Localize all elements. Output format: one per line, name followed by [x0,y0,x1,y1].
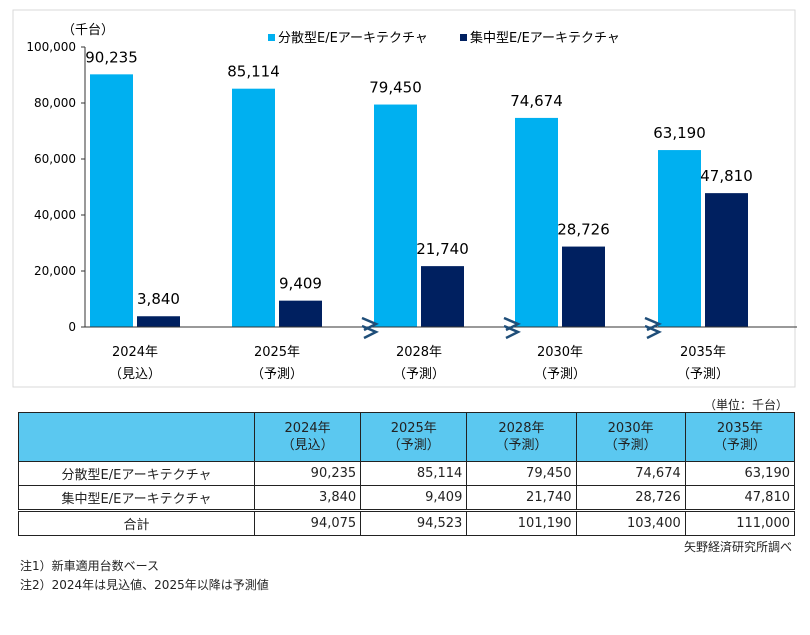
cell: 101,190 [466,509,577,536]
cell: 28,726 [575,485,686,511]
cell: 47,810 [684,485,796,511]
data-label: 63,190 [653,124,706,142]
x-tick-label: 2025年 [254,345,300,360]
header-2030: 2030年 （予測） [575,412,686,462]
legend-swatch [268,34,275,41]
note-2: 注2）2024年は見込値、2025年以降は予測値 [20,578,269,592]
bar-centralized [137,316,180,327]
axis-break-icon [644,316,662,340]
cell: 85,114 [360,461,468,486]
bar-distributed [374,104,417,327]
x-tick-sublabel: （予測） [393,367,445,382]
data-label: 3,840 [137,290,180,308]
bar-distributed [658,150,701,327]
x-tick-sublabel: （見込） [109,367,161,382]
y-tick-label: 0 [68,320,76,334]
table-row: 集中型E/Eアーキテクチャ 3,840 9,409 21,740 28,726 47,8… [18,485,796,511]
x-tick-label: 2024年 [112,345,158,360]
axis-break-icon [503,316,521,340]
legend-swatch [460,34,467,41]
header-empty [18,412,255,462]
data-label: 47,810 [700,167,753,185]
cell: 63,190 [684,461,796,486]
cell: 74,674 [575,461,686,486]
data-label: 28,726 [557,221,610,239]
data-label: 74,674 [510,92,563,110]
bar-distributed [515,117,558,327]
axis-break-icon [361,316,379,340]
legend-label: 集中型E/Eアーキテクチャ [470,30,620,46]
legend: 分散型E/Eアーキテクチャ 集中型E/Eアーキテクチャ [268,30,620,46]
bar-chart: （千台） 分散型E/Eアーキテクチャ 集中型E/Eアーキテクチャ 0 20,000 4… [12,9,797,388]
legend-label: 分散型E/Eアーキテクチャ [278,31,428,46]
row-label: 分散型E/Eアーキテクチャ [18,461,255,486]
header-2024: 2024年 （見込） [253,412,362,462]
cell: 9,409 [360,485,468,511]
cell: 94,075 [253,509,362,536]
bar-centralized [705,193,748,327]
table-header-row: 2024年 （見込） 2025年 （予測） 2028年 （予測） 2030年 （予測） … [18,412,796,462]
data-label: 79,450 [369,79,422,97]
data-label: 90,235 [85,48,138,66]
cell: 3,840 [253,485,362,511]
bar-distributed [90,74,133,327]
x-tick-sublabel: （予測） [534,367,586,382]
bar-centralized [421,266,464,327]
header-2028: 2028年 （予測） [466,412,577,462]
header-2035: 2035年 （予測） [684,412,796,462]
data-table: 2024年 （見込） 2025年 （予測） 2028年 （予測） 2030年 （予測） … [18,412,796,536]
table-row: 分散型E/Eアーキテクチャ 90,235 85,114 79,450 74,674 63… [18,461,796,486]
y-tick-label: 80,000 [34,96,76,110]
x-tick-label: 2030年 [537,345,583,360]
bar-distributed [232,88,275,327]
row-label: 合計 [18,509,255,536]
x-tick-label: 2035年 [680,345,726,360]
note-1: 注1）新車適用台数ベース [20,559,160,573]
y-tick-label: 40,000 [34,208,76,222]
table-unit: （単位：千台） [703,398,788,412]
bar-centralized [562,246,605,327]
cell: 103,400 [575,509,686,536]
table-row-total: 合計 94,075 94,523 101,190 103,400 111,000 [18,509,796,536]
bar-centralized [279,300,322,327]
data-label: 9,409 [279,275,322,293]
y-tick-label: 60,000 [34,152,76,166]
y-tick-label: 100,000 [26,40,76,54]
data-label: 85,114 [227,63,280,81]
y-axis-unit: （千台） [62,23,114,38]
cell: 111,000 [684,509,796,536]
cell: 21,740 [466,485,577,511]
x-tick-sublabel: （予測） [677,367,729,382]
source: 矢野経済研究所調べ [683,540,792,554]
cell: 94,523 [360,509,468,536]
cell: 79,450 [466,461,577,486]
cell: 90,235 [253,461,362,486]
row-label: 集中型E/Eアーキテクチャ [18,485,255,511]
header-2025: 2025年 （予測） [360,412,468,462]
x-tick-sublabel: （予測） [251,367,303,382]
y-tick-label: 20,000 [34,264,76,278]
x-tick-label: 2028年 [396,345,442,360]
data-label: 21,740 [416,240,469,258]
